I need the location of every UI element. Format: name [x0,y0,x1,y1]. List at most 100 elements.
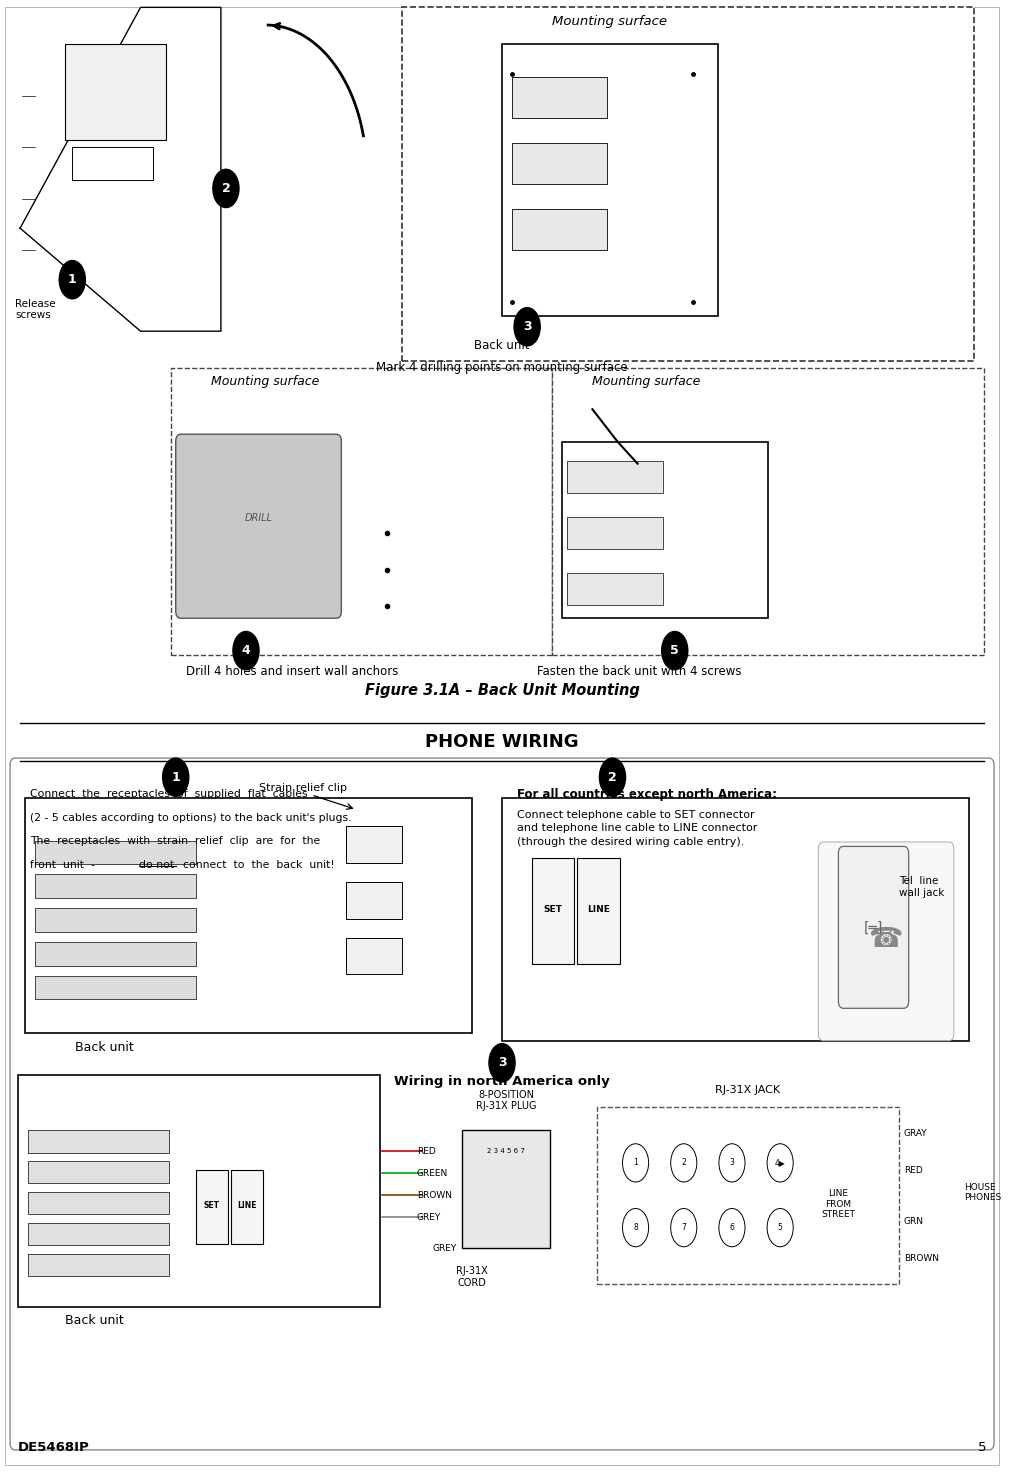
Text: front  unit  -: front unit - [30,860,102,870]
FancyBboxPatch shape [502,44,718,316]
Circle shape [213,169,239,208]
Text: 4▶: 4▶ [775,1158,786,1167]
Text: connect  to  the  back  unit!: connect to the back unit! [176,860,334,870]
FancyBboxPatch shape [171,368,552,655]
Circle shape [671,1209,697,1247]
Text: 1: 1 [172,771,180,783]
Text: LINE
FROM
STREET: LINE FROM STREET [821,1189,855,1219]
Text: Connect telephone cable to SET connector
and telephone line cable to LINE connec: Connect telephone cable to SET connector… [517,810,758,846]
Text: 2 3 4 5 6 7: 2 3 4 5 6 7 [487,1148,525,1154]
FancyBboxPatch shape [346,938,402,974]
Text: Mounting surface: Mounting surface [593,375,701,389]
Text: 8: 8 [633,1223,638,1232]
Text: 3: 3 [498,1057,506,1069]
Text: SET: SET [543,905,563,914]
Text: PHONE WIRING: PHONE WIRING [425,733,579,751]
Circle shape [599,758,625,796]
Text: Strain relief clip: Strain relief clip [259,783,347,793]
Text: GRAY: GRAY [904,1129,927,1138]
Text: GREY: GREY [432,1244,457,1253]
FancyBboxPatch shape [568,461,663,493]
Text: do not: do not [138,860,174,870]
FancyBboxPatch shape [35,841,196,864]
Text: Drill 4 holes and insert wall anchors: Drill 4 holes and insert wall anchors [186,665,398,679]
FancyBboxPatch shape [568,517,663,549]
FancyBboxPatch shape [66,44,166,140]
Circle shape [719,1209,745,1247]
Text: BROWN: BROWN [417,1191,451,1200]
Text: Back unit: Back unit [76,1041,134,1054]
FancyBboxPatch shape [28,1192,169,1214]
FancyBboxPatch shape [28,1130,169,1153]
Text: Fasten the back unit with 4 screws: Fasten the back unit with 4 screws [537,665,741,679]
FancyBboxPatch shape [35,976,196,999]
FancyBboxPatch shape [73,147,153,180]
Text: 1: 1 [633,1158,638,1167]
Text: 5: 5 [978,1441,986,1454]
Circle shape [489,1044,515,1082]
FancyBboxPatch shape [568,573,663,605]
Text: 3: 3 [523,321,531,333]
Text: Tel  line
wall jack: Tel line wall jack [899,876,944,898]
FancyBboxPatch shape [563,442,769,618]
Text: 5: 5 [671,645,679,657]
Circle shape [719,1144,745,1182]
FancyBboxPatch shape [35,874,196,898]
Text: 5: 5 [778,1223,783,1232]
Text: 2: 2 [682,1158,686,1167]
Text: Back unit: Back unit [66,1314,124,1328]
Circle shape [662,631,688,670]
FancyBboxPatch shape [598,1107,899,1284]
Text: The  receptacles  with  strain  relief  clip  are  for  the: The receptacles with strain relief clip … [30,836,320,846]
Text: [═]: [═] [864,920,883,935]
Circle shape [163,758,189,796]
Circle shape [622,1209,648,1247]
Polygon shape [20,7,221,331]
Text: 7: 7 [682,1223,686,1232]
FancyBboxPatch shape [18,1075,380,1307]
Text: GREEN: GREEN [417,1169,447,1178]
Text: GRN: GRN [904,1217,924,1226]
Text: 2: 2 [221,183,230,194]
Text: Back unit: Back unit [474,339,529,352]
FancyBboxPatch shape [28,1254,169,1276]
FancyBboxPatch shape [176,434,341,618]
FancyBboxPatch shape [10,758,994,1450]
Text: SET: SET [204,1201,220,1210]
FancyBboxPatch shape [502,798,969,1041]
FancyBboxPatch shape [512,209,607,250]
Text: 1: 1 [68,274,77,286]
Circle shape [514,308,540,346]
Text: RJ-31X
CORD: RJ-31X CORD [457,1266,488,1288]
Text: GREY: GREY [417,1213,441,1222]
FancyBboxPatch shape [28,1161,169,1183]
Circle shape [233,631,259,670]
FancyBboxPatch shape [512,143,607,184]
Text: DE5468IP: DE5468IP [18,1441,90,1454]
Text: (2 - 5 cables according to options) to the back unit's plugs.: (2 - 5 cables according to options) to t… [30,813,351,823]
FancyBboxPatch shape [35,908,196,932]
FancyBboxPatch shape [196,1170,228,1244]
Text: BROWN: BROWN [904,1254,938,1263]
Text: RED: RED [904,1166,922,1175]
Text: RED: RED [417,1147,435,1156]
Text: 3: 3 [729,1158,734,1167]
FancyBboxPatch shape [346,826,402,863]
Circle shape [622,1144,648,1182]
FancyBboxPatch shape [818,842,953,1041]
Text: 2: 2 [608,771,617,783]
Text: 8-POSITION
RJ-31X PLUG: 8-POSITION RJ-31X PLUG [476,1089,536,1111]
Circle shape [768,1209,793,1247]
Text: Mounting surface: Mounting surface [211,375,319,389]
Text: Release
screws: Release screws [15,299,56,321]
Circle shape [768,1144,793,1182]
Text: Figure 3.1A – Back Unit Mounting: Figure 3.1A – Back Unit Mounting [365,683,639,698]
Text: Connect  the  receptacles  of  supplied  flat  cables: Connect the receptacles of supplied flat… [30,789,308,799]
FancyBboxPatch shape [532,858,575,964]
Text: 6: 6 [729,1223,734,1232]
FancyBboxPatch shape [346,882,402,919]
Text: RJ-31X JACK: RJ-31X JACK [715,1085,781,1095]
FancyBboxPatch shape [838,846,909,1008]
FancyBboxPatch shape [552,368,984,655]
FancyBboxPatch shape [28,1223,169,1245]
